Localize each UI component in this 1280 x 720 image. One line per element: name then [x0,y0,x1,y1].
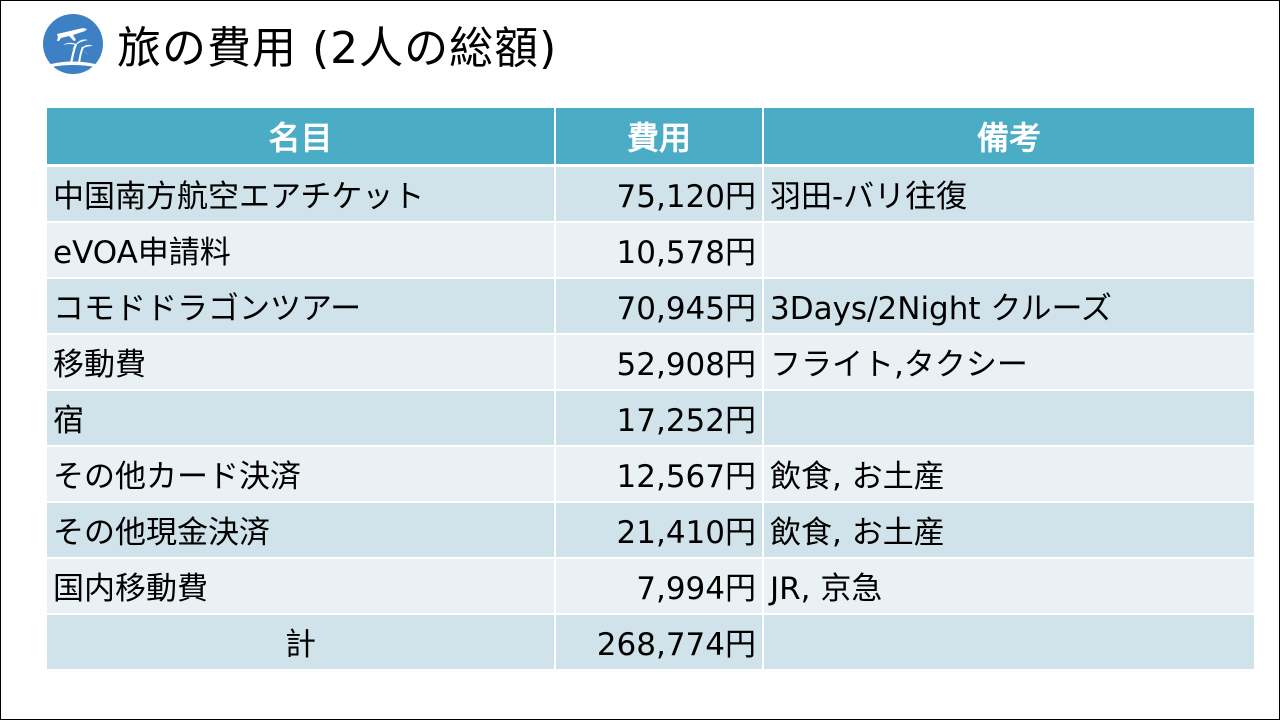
table-row: その他現金決済 21,410円 飲食, お土産 [47,501,1254,559]
page-title: 旅の費用 (2人の総額) [117,23,558,74]
row-note: 羽田-バリ往復 [763,165,1254,223]
row-note [763,389,1254,447]
row-note: 飲食, お土産 [763,501,1254,559]
row-cost: 70,945円 [555,277,764,335]
table-row: コモドドラゴンツアー 70,945円 3Days/2Night クルーズ [47,277,1254,335]
table-row: eVOA申請料 10,578円 [47,221,1254,279]
table-row: 中国南方航空エアチケット 75,120円 羽田-バリ往復 [47,165,1254,223]
row-name: eVOA申請料 [47,221,556,279]
row-name: その他カード決済 [47,445,556,503]
row-note: JR, 京急 [763,557,1254,615]
table-header-row: 名目 費用 備考 [47,108,1254,167]
column-header-note: 備考 [763,108,1254,167]
total-label: 計 [47,613,556,671]
total-note [763,613,1254,671]
column-header-name: 名目 [47,108,556,167]
row-note [763,221,1254,279]
total-cost: 268,774円 [555,613,764,671]
row-name: コモドドラゴンツアー [47,277,556,335]
column-header-cost: 費用 [555,108,764,167]
row-note: 飲食, お土産 [763,445,1254,503]
row-name: 移動費 [47,333,556,391]
row-name: その他現金決済 [47,501,556,559]
total-row: 計 268,774円 [47,613,1254,671]
row-note: 3Days/2Night クルーズ [763,277,1254,335]
table-row: 国内移動費 7,994円 JR, 京急 [47,557,1254,615]
row-cost: 17,252円 [555,389,764,447]
row-name: 宿 [47,389,556,447]
table-row: 宿 17,252円 [47,389,1254,447]
cost-table: 名目 費用 備考 中国南方航空エアチケット 75,120円 羽田-バリ往復 eV… [47,108,1254,671]
row-cost: 12,567円 [555,445,764,503]
row-cost: 10,578円 [555,221,764,279]
row-cost: 7,994円 [555,557,764,615]
row-cost: 52,908円 [555,333,764,391]
title-row: 旅の費用 (2人の総額) [43,9,557,79]
table-row: 移動費 52,908円 フライト,タクシー [47,333,1254,391]
palm-tree-airplane-icon [43,14,103,74]
row-cost: 75,120円 [555,165,764,223]
row-note: フライト,タクシー [763,333,1254,391]
row-cost: 21,410円 [555,501,764,559]
row-name: 中国南方航空エアチケット [47,165,556,223]
table-row: その他カード決済 12,567円 飲食, お土産 [47,445,1254,503]
row-name: 国内移動費 [47,557,556,615]
